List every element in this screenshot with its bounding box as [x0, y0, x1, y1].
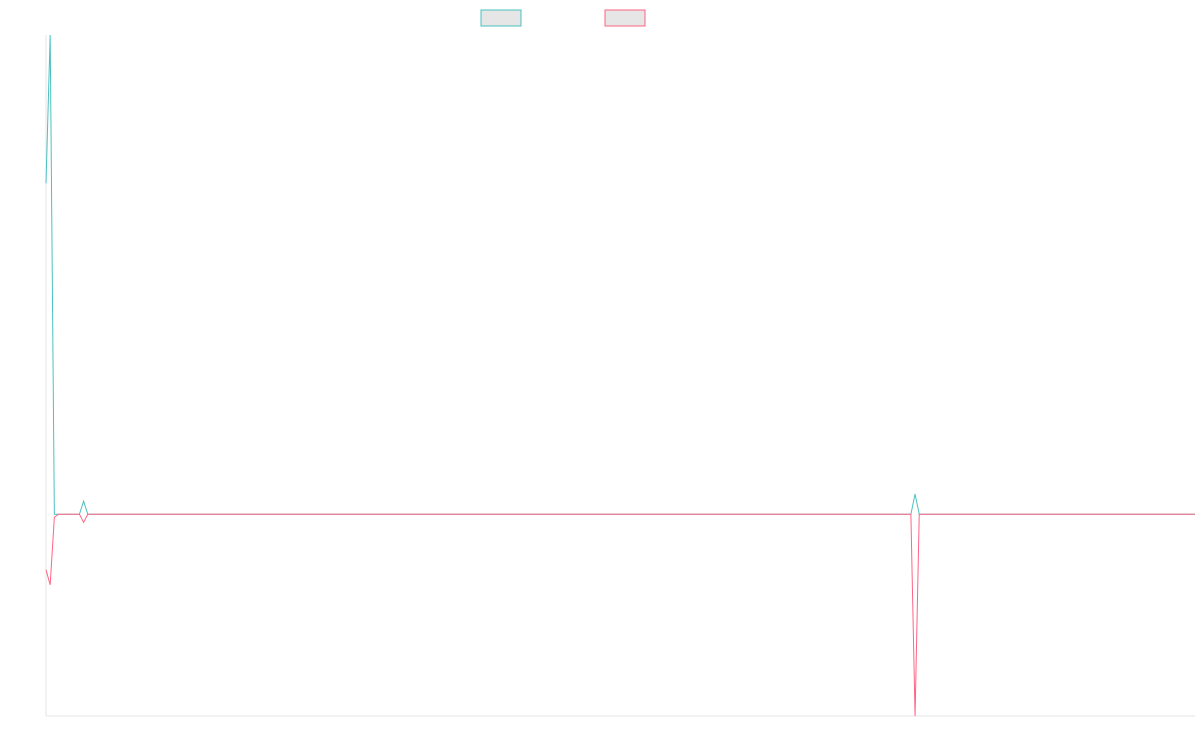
series-line — [45, 513, 1195, 717]
series-line — [45, 34, 1195, 515]
legend-swatch — [604, 9, 646, 27]
legend-swatch — [480, 9, 522, 27]
